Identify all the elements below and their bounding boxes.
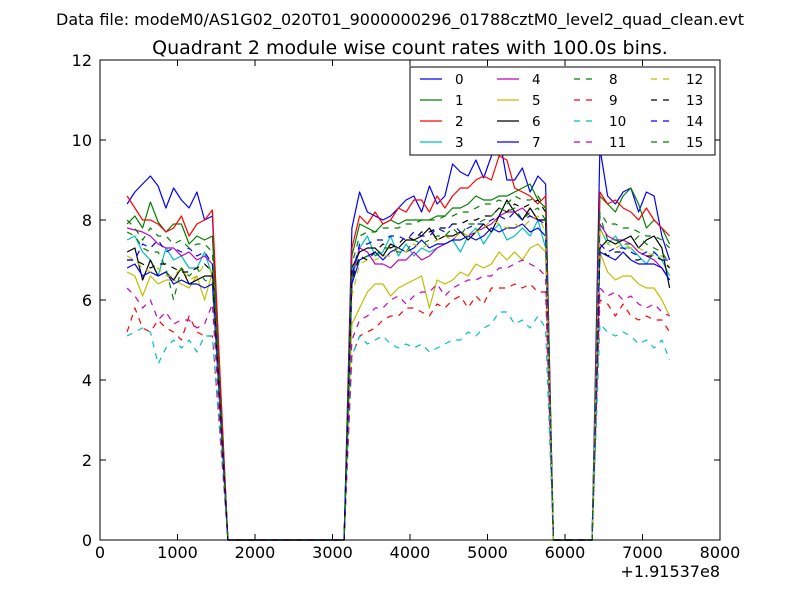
x-tick-label: 6000 — [545, 543, 586, 562]
legend-label-14: 14 — [686, 114, 703, 130]
series-layer — [126, 135, 671, 541]
y-tick-label: 12 — [72, 51, 92, 70]
series-line-10 — [126, 311, 671, 541]
y-tick-label: 4 — [82, 371, 92, 390]
x-tick-label: 1000 — [157, 543, 198, 562]
x-tick-label: 4000 — [390, 543, 431, 562]
legend-label-11: 11 — [609, 135, 626, 151]
x-tick-label: 5000 — [467, 543, 508, 562]
series-line-11 — [126, 259, 670, 541]
legend-label-0: 0 — [455, 72, 464, 88]
legend-label-3: 3 — [455, 135, 464, 151]
y-tick-label: 10 — [72, 131, 92, 150]
legend-label-6: 6 — [532, 114, 541, 130]
legend-label-10: 10 — [609, 114, 626, 130]
x-tick-label: 8000 — [700, 543, 741, 562]
chart-title: Quadrant 2 module wise count rates with … — [152, 37, 668, 59]
y-tick-label: 0 — [82, 531, 92, 550]
x-tick-label: 0 — [95, 543, 105, 562]
legend-label-13: 13 — [686, 93, 703, 109]
legend-label-5: 5 — [532, 93, 541, 109]
legend-label-2: 2 — [455, 114, 464, 130]
legend-label-8: 8 — [609, 72, 618, 88]
legend-label-9: 9 — [609, 93, 618, 109]
y-tick-label: 8 — [82, 211, 92, 230]
x-tick-label: 3000 — [312, 543, 353, 562]
y-tick-label: 2 — [82, 451, 92, 470]
y-tick-label: 6 — [82, 291, 92, 310]
x-tick-label: 2000 — [235, 543, 276, 562]
legend-box — [409, 66, 716, 156]
figure-suptitle: Data file: modeM0/AS1G02_020T01_90000002… — [56, 10, 744, 30]
x-offset-label: +1.91537e8 — [620, 562, 720, 581]
legend-label-15: 15 — [686, 135, 703, 151]
legend-label-1: 1 — [455, 93, 464, 109]
ticks-layer: 0 1000 2000 3000 4000 5000 6000 7000 80000246810… — [72, 51, 741, 562]
legend-label-7: 7 — [532, 135, 541, 151]
legend-label-12: 12 — [686, 72, 703, 88]
x-tick-label: 7000 — [622, 543, 663, 562]
legend-label-4: 4 — [532, 72, 541, 88]
